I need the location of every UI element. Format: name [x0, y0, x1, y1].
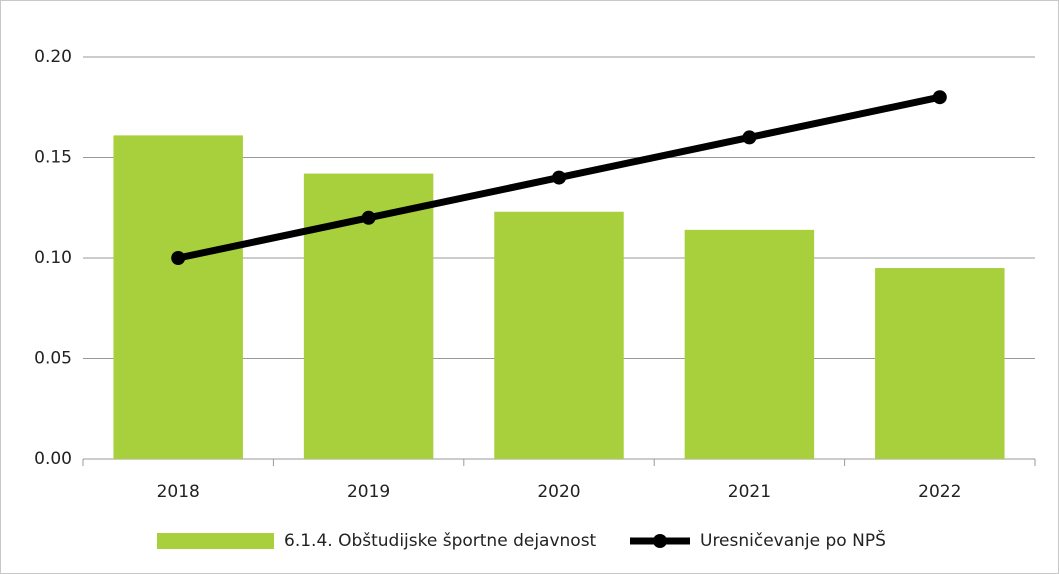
- x-tick-label: 2022: [918, 482, 961, 502]
- y-tick-label: 0.00: [34, 449, 72, 469]
- line-marker: [361, 210, 376, 225]
- line-marker: [742, 130, 757, 145]
- bar: [494, 211, 624, 459]
- legend-label: 6.1.4. Obštudijske športne dejavnost: [284, 531, 597, 551]
- legend-label: Uresničevanje po NPŠ: [700, 529, 886, 551]
- x-tick-label: 2021: [728, 482, 771, 502]
- line-marker: [552, 170, 566, 185]
- y-tick-label: 0.10: [34, 248, 72, 268]
- bar: [684, 229, 815, 459]
- y-tick-label: 0.20: [34, 47, 72, 67]
- line-marker: [932, 90, 947, 105]
- bar: [875, 268, 1005, 459]
- x-tick-label: 2019: [347, 482, 390, 502]
- legend-swatch: [653, 534, 667, 548]
- x-tick-label: 2018: [157, 482, 200, 502]
- line-marker: [171, 251, 186, 265]
- legend-swatch: [157, 533, 274, 549]
- y-tick-label: 0.15: [34, 148, 72, 168]
- x-tick-label: 2020: [537, 482, 580, 502]
- y-tick-label: 0.05: [34, 349, 72, 369]
- bar: [113, 135, 243, 459]
